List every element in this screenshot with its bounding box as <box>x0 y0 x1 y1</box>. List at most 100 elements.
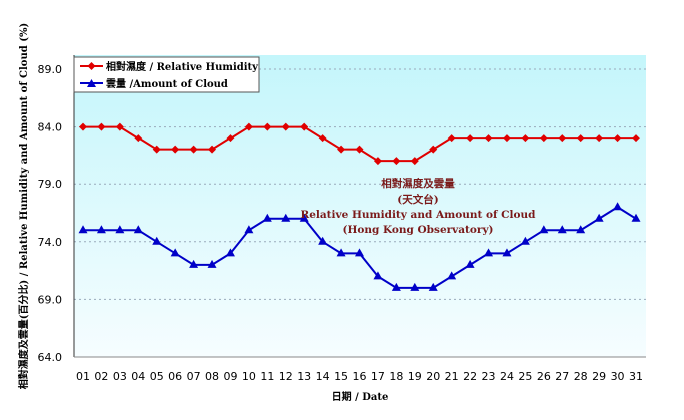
x-tick-label: 13 <box>297 370 311 383</box>
diamond-data-point <box>263 122 272 131</box>
diamond-data-point <box>171 145 180 154</box>
legend-label-humidity: 相對濕度 / Relative Humidity <box>106 60 259 73</box>
diamond-data-point <box>281 122 290 131</box>
x-tick-label: 16 <box>353 370 367 383</box>
triangle-data-point <box>391 282 401 291</box>
triangle-data-point <box>318 236 328 245</box>
x-tick-label: 09 <box>223 370 237 383</box>
diamond-data-point <box>189 145 198 154</box>
x-tick-label: 01 <box>76 370 90 383</box>
triangle-data-point <box>152 236 162 245</box>
triangle-data-point <box>502 248 512 257</box>
diamond-data-point <box>539 134 548 143</box>
triangle-data-point <box>115 225 125 234</box>
triangle-data-point <box>336 248 346 257</box>
x-tick-label: 29 <box>592 370 606 383</box>
triangle-data-point <box>207 259 217 268</box>
annotation-line: Relative Humidity and Amount of Cloud <box>300 209 536 221</box>
triangle-data-point <box>133 225 143 234</box>
y-tick-label: 69.0 <box>38 293 63 306</box>
annotation: 相對濕度及雲量 (天文台) Relative Humidity and Amou… <box>300 177 536 236</box>
x-tick-label: 24 <box>500 370 514 383</box>
triangle-data-point <box>539 225 549 234</box>
x-tick-label: 21 <box>445 370 459 383</box>
triangle-data-point <box>520 236 530 245</box>
legend: 相對濕度 / Relative Humidity 雲量 /Amount of C… <box>73 56 260 93</box>
triangle-data-point <box>447 271 457 280</box>
x-tick-label: 14 <box>316 370 330 383</box>
triangle-data-point <box>96 225 106 234</box>
diamond-data-point <box>373 157 382 166</box>
diamond-data-point <box>208 145 217 154</box>
x-tick-label: 27 <box>555 370 569 383</box>
x-tick-label: 04 <box>131 370 145 383</box>
annotation-line: (天文台) <box>397 193 438 206</box>
triangle-data-point <box>78 225 88 234</box>
diamond-data-point <box>97 122 106 131</box>
y-tick-label: 74.0 <box>38 236 63 249</box>
diamond-data-point <box>576 134 585 143</box>
annotation-line: (Hong Kong Observatory) <box>342 224 493 236</box>
x-tick-label: 18 <box>389 370 403 383</box>
x-tick-label: 11 <box>260 370 274 383</box>
y-tick-label: 64.0 <box>38 351 63 364</box>
diamond-data-point <box>392 157 401 166</box>
x-tick-label: 03 <box>113 370 127 383</box>
diamond-data-point <box>410 157 419 166</box>
x-tick-label: 23 <box>482 370 496 383</box>
legend-triangle-marker <box>87 79 96 87</box>
diamond-data-point <box>318 134 327 143</box>
diamond-data-point <box>79 122 87 131</box>
y-tick-label: 79.0 <box>38 178 63 191</box>
triangle-data-point <box>262 213 272 222</box>
triangle-data-point <box>557 225 567 234</box>
x-tick-label: 30 <box>611 370 625 383</box>
triangle-data-point <box>373 271 383 280</box>
triangle-data-point <box>244 225 254 234</box>
x-tick-label: 10 <box>242 370 256 383</box>
triangle-data-point <box>631 213 641 222</box>
triangle-data-point <box>594 213 604 222</box>
diamond-data-point <box>595 134 604 143</box>
diamond-data-point <box>337 145 346 154</box>
x-tick-label: 07 <box>187 370 201 383</box>
diamond-data-point <box>558 134 567 143</box>
triangle-data-point <box>576 225 586 234</box>
y-axis-label: 相對濕度及雲量(百分比) / Relative Humidity and Amo… <box>17 23 30 389</box>
x-tick-label: 15 <box>334 370 348 383</box>
x-tick-label: 17 <box>371 370 385 383</box>
triangle-data-point <box>428 282 438 291</box>
triangle-data-point <box>170 248 180 257</box>
x-tick-label: 22 <box>463 370 477 383</box>
diamond-data-point <box>355 145 364 154</box>
diamond-data-point <box>115 122 124 131</box>
x-tick-label: 02 <box>94 370 108 383</box>
diamond-data-point <box>429 145 438 154</box>
triangle-data-point <box>465 259 475 268</box>
legend-diamond-marker <box>87 62 96 70</box>
triangle-data-point <box>355 248 364 257</box>
diamond-data-point <box>152 145 161 154</box>
diamond-data-point <box>466 134 475 143</box>
x-tick-label: 06 <box>168 370 182 383</box>
x-axis-label: 日期 / Date <box>332 390 389 403</box>
diamond-data-point <box>226 134 235 143</box>
diamond-data-point <box>613 134 622 143</box>
diamond-data-point <box>447 134 456 143</box>
x-tick-label: 20 <box>426 370 440 383</box>
diamond-data-point <box>521 134 530 143</box>
diamond-data-point <box>484 134 493 143</box>
triangle-data-point <box>484 248 494 257</box>
x-tick-label: 05 <box>150 370 164 383</box>
diamond-data-point <box>300 122 309 131</box>
plot-area <box>74 55 646 357</box>
diamond-data-point <box>632 134 640 143</box>
legend-label-cloud: 雲量 /Amount of Cloud <box>106 77 228 90</box>
x-tick-label: 25 <box>518 370 532 383</box>
triangle-data-point <box>410 282 420 291</box>
triangle-data-point <box>299 213 309 222</box>
x-tick-label: 28 <box>574 370 588 383</box>
y-tick-label: 89.0 <box>38 63 63 76</box>
triangle-data-point <box>613 202 623 211</box>
